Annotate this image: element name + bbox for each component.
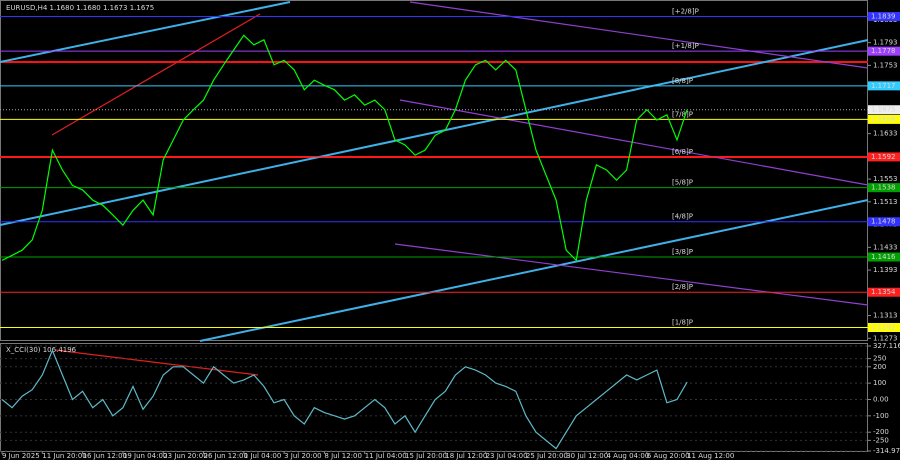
trend-line [199, 199, 869, 342]
x-tick-label: 15 Jul 20:00 [405, 452, 447, 460]
channel-line [409, 1, 869, 69]
level-label: [1/8]P [672, 318, 693, 326]
main-panel [0, 0, 868, 341]
last-price: 1.1675 [871, 106, 896, 114]
y-tick-label: -314.976 [873, 447, 900, 455]
level-label: [2/8]P [672, 283, 693, 291]
y-tick-label: 327.116 [873, 342, 900, 350]
cci-title: X_CCI(30) 106.4196 [6, 346, 77, 354]
level-price: 1.1538 [871, 184, 896, 192]
last-price-box [868, 105, 900, 115]
level-box [868, 114, 900, 124]
y-tick-label: 1.1433 [873, 243, 898, 251]
x-tick-label: 16 Jun 12:00 [83, 452, 127, 460]
x-tick-label: 8 Jul 12:00 [324, 452, 362, 460]
level-box [868, 217, 900, 227]
x-tick-label: 6 Aug 20:00 [647, 452, 690, 460]
y-tick-label: -100 [873, 412, 889, 420]
y-tick-label: -250 [873, 436, 889, 444]
level-label: [4/8]P [672, 213, 693, 221]
level-box [868, 252, 900, 262]
trend-line [51, 13, 261, 136]
level-box [868, 183, 900, 193]
x-tick-label: 9 Jun 2025 [2, 452, 40, 460]
y-tick-label: 1.1753 [873, 61, 898, 69]
x-tick-label: 30 Jul 12:00 [566, 452, 608, 460]
x-tick-label: 25 Jul 20:00 [526, 452, 568, 460]
price-line [1, 348, 688, 450]
y-tick-label: 250 [873, 355, 886, 363]
trend-line [0, 1, 291, 63]
x-tick-label: 23 Jun 20:00 [163, 452, 207, 460]
x-tick-label: 26 Jun 12:00 [204, 452, 248, 460]
y-tick-label: 200 [873, 363, 886, 371]
chart-title: EURUSD,H4 1.1680 1.1680 1.1673 1.1675 [6, 4, 154, 12]
cci-panel [0, 343, 868, 452]
level-price: 1.1354 [871, 288, 896, 296]
y-tick-label: 1.1793 [873, 39, 898, 47]
level-price: 1.1658 [871, 115, 896, 123]
x-tick-label: 4 Aug 04:00 [607, 452, 650, 460]
level-box [868, 46, 900, 56]
x-tick-label: 11 Aug 12:00 [687, 452, 734, 460]
x-tick-label: 11 Jul 04:00 [365, 452, 407, 460]
x-tick-label: 23 Jul 04:00 [486, 452, 528, 460]
x-tick-label: 1 Jul 04:00 [244, 452, 282, 460]
channel-line [399, 99, 869, 186]
level-label: [5/8]P [672, 179, 693, 187]
y-tick-label: 1.1633 [873, 130, 898, 138]
level-price: 1.1592 [871, 153, 896, 161]
level-label: [+2/8]P [672, 7, 699, 15]
level-price: 1.1416 [871, 253, 896, 261]
level-price: 1.1717 [871, 82, 896, 90]
level-price: 1.1778 [871, 47, 896, 55]
y-tick-label: 0.00 [873, 395, 889, 403]
trend-line [0, 39, 869, 226]
y-tick-label: 1.1393 [873, 266, 898, 274]
level-price: 1.1839 [871, 12, 896, 20]
x-tick-label: 11 Jun 20:00 [42, 452, 86, 460]
channel-line [394, 243, 869, 306]
y-tick-label: 1.1313 [873, 312, 898, 320]
x-tick-label: 19 Jun 04:00 [123, 452, 167, 460]
level-box [868, 322, 900, 332]
level-label: [8/8]P [672, 77, 693, 85]
y-tick-label: 1.1273 [873, 334, 898, 342]
level-label: [7/8]P [672, 110, 693, 118]
x-tick-label: 3 Jul 20:00 [284, 452, 322, 460]
level-box [868, 152, 900, 162]
y-tick-label: -200 [873, 428, 889, 436]
y-tick-label: 1.1513 [873, 198, 898, 206]
x-tick-label: 18 Jul 12:00 [445, 452, 487, 460]
level-label: [+1/8]P [672, 42, 699, 50]
price-line [1, 34, 688, 262]
level-price: 1.1478 [871, 218, 896, 226]
level-box [868, 81, 900, 91]
y-tick-label: 100 [873, 379, 886, 387]
y-tick-label: 1.1553 [873, 175, 898, 183]
level-box [868, 11, 900, 21]
level-box [868, 287, 900, 297]
level-label: [6/8]P [672, 148, 693, 156]
level-price: 1.1292 [871, 323, 896, 331]
cci-trend-line [54, 349, 259, 376]
level-label: [3/8]P [672, 248, 693, 256]
